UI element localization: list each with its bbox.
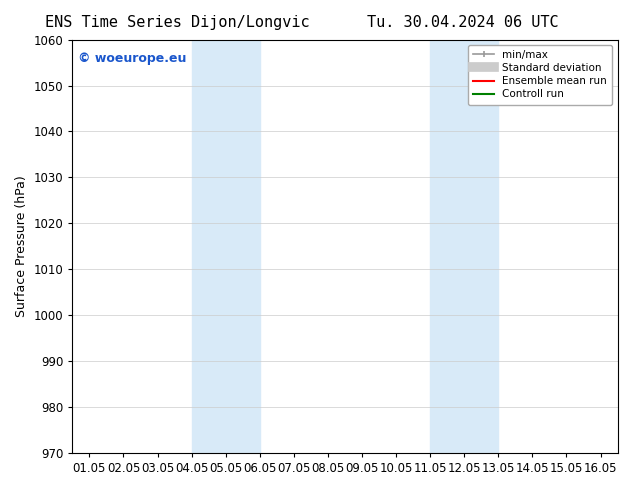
Legend: min/max, Standard deviation, Ensemble mean run, Controll run: min/max, Standard deviation, Ensemble me… xyxy=(468,45,612,104)
Text: © woeurope.eu: © woeurope.eu xyxy=(78,52,186,65)
Text: ENS Time Series Dijon/Longvic: ENS Time Series Dijon/Longvic xyxy=(45,15,310,30)
Bar xyxy=(191,40,260,453)
Bar xyxy=(430,40,498,453)
Text: Tu. 30.04.2024 06 UTC: Tu. 30.04.2024 06 UTC xyxy=(367,15,559,30)
Y-axis label: Surface Pressure (hPa): Surface Pressure (hPa) xyxy=(15,175,28,317)
